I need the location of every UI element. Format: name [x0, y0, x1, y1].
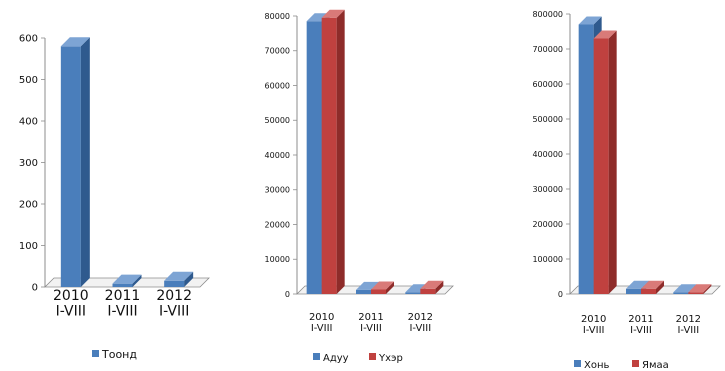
- x-category-label: 2011 I-VIII: [358, 312, 383, 334]
- bar-front: [371, 289, 386, 294]
- bar-side: [336, 9, 345, 295]
- bar-top: [371, 281, 394, 290]
- legend-label: Үхэр: [378, 353, 403, 364]
- y-tick-label: 500: [19, 75, 38, 86]
- bar-front: [688, 292, 704, 294]
- bar-side: [703, 284, 712, 294]
- bar-top: [593, 30, 617, 39]
- bar-front: [112, 283, 133, 287]
- y-tick-label: 20000: [265, 220, 290, 229]
- y-tick-label: 50000: [265, 116, 290, 125]
- y-tick-label: 0: [285, 290, 290, 299]
- bar: [321, 9, 345, 295]
- bar-side: [608, 30, 617, 294]
- legend-swatch: [574, 360, 581, 367]
- y-tick-label: 100: [19, 241, 38, 252]
- y-tick-label: 700000: [532, 45, 563, 54]
- legend-swatch: [632, 360, 639, 367]
- legend-label: Тоонд: [101, 348, 137, 361]
- bar-front: [60, 46, 81, 287]
- bar-front: [673, 292, 689, 294]
- bar-top: [356, 281, 379, 290]
- bar: [688, 284, 712, 294]
- bar-top: [321, 9, 345, 18]
- legend-label: Адуу: [323, 353, 349, 364]
- bar-front: [306, 21, 322, 295]
- bar: [420, 280, 444, 294]
- bar: [371, 281, 394, 294]
- legend-label: Хонь: [584, 360, 610, 371]
- y-tick-label: 0: [558, 290, 563, 299]
- bar-side: [435, 280, 444, 294]
- x-category-label: 2010 I-VIII: [53, 288, 89, 319]
- bar-top: [688, 284, 712, 293]
- y-tick-label: 400: [19, 117, 38, 128]
- y-tick-label: 100000: [532, 255, 563, 264]
- bar-front: [626, 288, 641, 294]
- bar-side: [132, 274, 142, 287]
- bar-front: [420, 288, 436, 294]
- legend-swatch: [369, 353, 376, 360]
- y-tick-label: 30000: [265, 186, 290, 195]
- y-tick-label: 800000: [532, 10, 563, 19]
- y-tick-label: 10000: [265, 255, 290, 264]
- bar-top: [164, 271, 194, 281]
- bar: [112, 274, 142, 287]
- legend-swatch: [92, 350, 99, 357]
- bar: [164, 271, 194, 287]
- bar: [593, 30, 617, 294]
- y-tick-label: 500000: [532, 115, 563, 124]
- x-category-label: 2010 I-VIII: [309, 312, 334, 334]
- chart-2: 0 100000 200000 300000 400000 500000 600000 700…: [532, 10, 721, 371]
- bar-top: [306, 13, 330, 22]
- bar-top: [578, 16, 602, 25]
- y-tick-label: 600: [19, 34, 38, 45]
- chart-1: 0 10000 20000 30000 40000 50000 60000 70000 8000…: [265, 9, 454, 364]
- bar-front: [356, 289, 371, 294]
- legend-swatch: [313, 353, 320, 360]
- legend-label: Ямаа: [642, 360, 669, 371]
- y-tick-label: 300000: [532, 185, 563, 194]
- bar-top: [405, 284, 429, 293]
- bar-front: [164, 280, 185, 287]
- x-category-label: 2012 I-VIII: [156, 288, 192, 319]
- bar-front: [578, 24, 594, 294]
- bar: [641, 280, 664, 294]
- x-category-label: 2011 I-VIII: [628, 314, 653, 336]
- x-category-label: 2011 I-VIII: [105, 288, 141, 319]
- bar-front: [321, 17, 337, 295]
- bar-side: [386, 281, 394, 294]
- bar-top: [673, 284, 697, 293]
- x-category-label: 2012 I-VIII: [676, 314, 701, 336]
- bar: [60, 37, 90, 287]
- y-tick-label: 80000: [265, 12, 290, 21]
- bar-top: [626, 280, 649, 289]
- y-tick-label: 300: [19, 158, 38, 169]
- x-category-label: 2012 I-VIII: [408, 312, 433, 334]
- y-tick-label: 200: [19, 200, 38, 211]
- bar-front: [593, 38, 609, 294]
- bar-front: [641, 288, 656, 294]
- y-tick-label: 400000: [532, 150, 563, 159]
- x-category-label: 2010 I-VIII: [581, 314, 606, 336]
- chart-0: 0 100 200 300 400 500 600 2010 I-VIII 2011 I-VIII 2…: [19, 34, 210, 361]
- y-tick-label: 40000: [265, 151, 290, 160]
- bar-side: [184, 271, 194, 287]
- y-tick-label: 200000: [532, 220, 563, 229]
- bar-top: [641, 280, 664, 289]
- bar-front: [405, 292, 421, 294]
- y-tick-label: 0: [32, 283, 38, 294]
- y-tick-label: 600000: [532, 80, 563, 89]
- bar-top: [60, 37, 90, 47]
- bar-top: [112, 274, 142, 284]
- y-tick-label: 70000: [265, 47, 290, 56]
- y-tick-label: 60000: [265, 81, 290, 90]
- bar-top: [420, 280, 444, 289]
- bar-side: [80, 37, 90, 287]
- bar-side: [656, 280, 664, 294]
